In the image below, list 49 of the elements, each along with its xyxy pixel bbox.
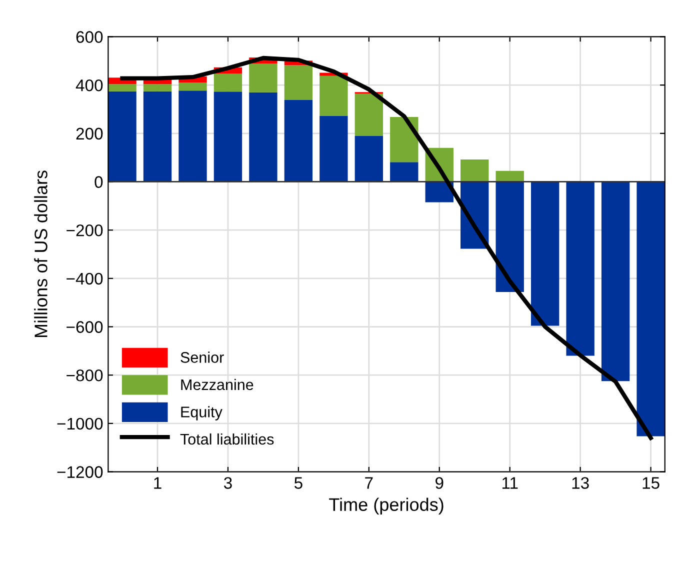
x-tick-label: 1 — [154, 477, 162, 489]
x-tick-label: 9 — [436, 477, 444, 489]
bar — [108, 84, 136, 92]
y-tick-label: −200 — [66, 224, 103, 236]
x-tick-label: 11 — [502, 477, 518, 489]
bar — [636, 182, 665, 436]
y-tick-label: 400 — [76, 79, 103, 92]
legend-label: Equity — [181, 406, 222, 420]
bar — [143, 91, 172, 182]
bar — [249, 92, 278, 182]
bar — [320, 116, 348, 182]
y-tick-label: −800 — [66, 370, 103, 382]
x-tick-label: 5 — [294, 477, 302, 489]
bar — [284, 65, 313, 100]
x-tick-label: 7 — [365, 477, 373, 489]
legend-label: Total liabilities — [180, 433, 274, 445]
bar — [178, 82, 207, 91]
bar — [601, 182, 630, 382]
y-tick-label: −400 — [66, 272, 103, 285]
bar — [390, 116, 418, 162]
y-tick-label: 0 — [94, 176, 103, 188]
bar — [354, 94, 384, 136]
bar — [178, 90, 207, 182]
bar — [214, 74, 242, 92]
bar — [390, 162, 418, 182]
y-axis-title: Millions of US dollars — [34, 170, 48, 338]
x-axis-title: Time (periods) — [329, 498, 444, 515]
bar — [496, 170, 524, 182]
y-tick-label: −600 — [66, 321, 103, 333]
bar — [249, 64, 278, 92]
bar — [284, 100, 313, 182]
legend-label: Senior — [180, 352, 224, 363]
y-tick-label: 200 — [76, 128, 103, 140]
bar — [214, 92, 242, 182]
y-tick-label: −1000 — [57, 418, 103, 430]
y-tick-label: 600 — [76, 31, 103, 43]
bar — [460, 160, 489, 182]
legend-label: Mezzanine — [181, 378, 254, 390]
x-tick-label: 3 — [224, 477, 232, 489]
bar — [320, 76, 348, 116]
x-tick-label: 15 — [642, 477, 660, 489]
y-tick-label: −1200 — [57, 466, 103, 478]
bar — [143, 84, 172, 92]
bar — [108, 91, 136, 182]
bar — [530, 182, 560, 326]
bar — [354, 136, 384, 182]
bar — [566, 182, 594, 356]
x-tick-label: 13 — [572, 477, 589, 489]
bar — [496, 182, 524, 292]
